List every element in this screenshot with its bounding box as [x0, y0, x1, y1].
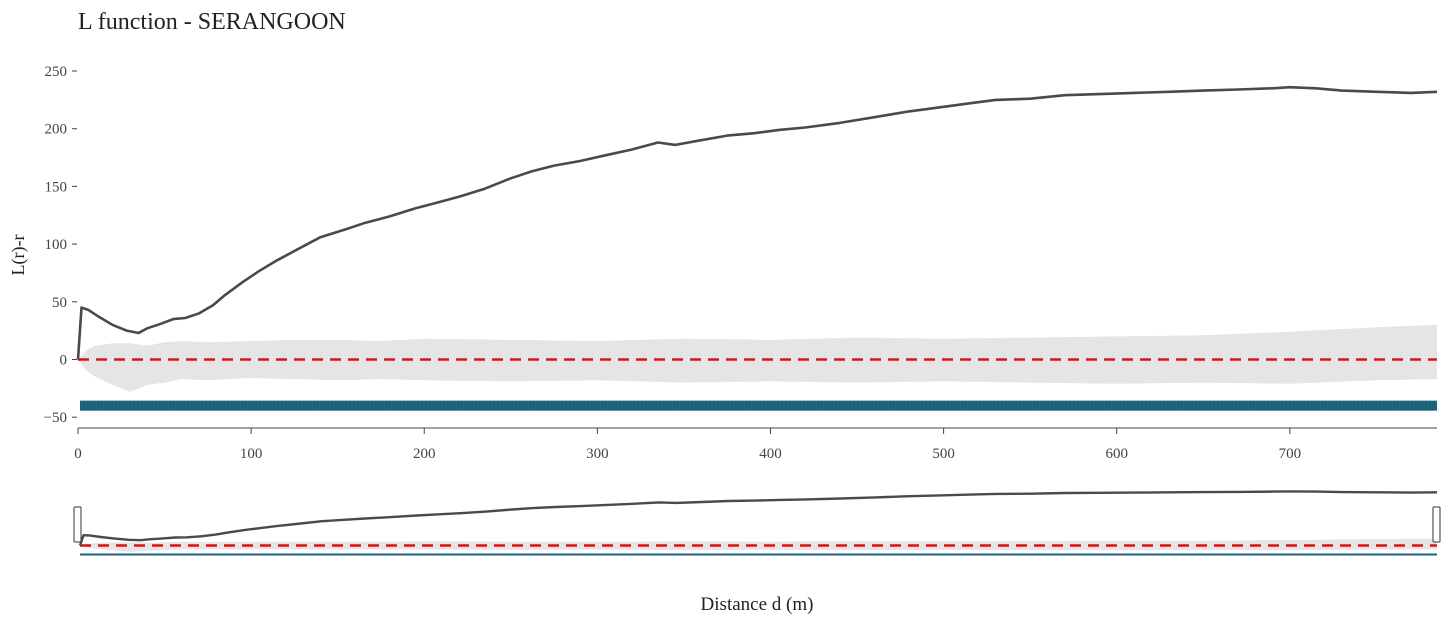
x-tick-label: 700: [1279, 446, 1302, 462]
y-tick-label: 200: [45, 122, 68, 138]
y-tick-label: 50: [52, 295, 67, 311]
x-tick-label: 300: [586, 446, 609, 462]
main-plot-area[interactable]: −50 0 50 100 150 200 250 0 100 200 300 400 500 600 700: [44, 64, 1438, 462]
range-handle-right[interactable]: [1432, 506, 1441, 543]
observed-line: [76, 85, 1438, 360]
range-slider[interactable]: [73, 490, 1441, 556]
y-axis-label: L(r)-r: [8, 235, 29, 276]
x-tick-label: 100: [240, 446, 263, 462]
overview-observed-line: [78, 490, 1438, 546]
x-tick-label: 0: [74, 446, 82, 462]
x-tick-label: 200: [413, 446, 436, 462]
x-tick-label: 600: [1105, 446, 1128, 462]
y-tick-label: 0: [60, 353, 68, 369]
y-tick-label: 100: [45, 237, 68, 253]
marker-band-ticks: [81, 400, 1436, 411]
y-tick-label: 150: [45, 179, 68, 195]
range-handle-left[interactable]: [73, 506, 82, 543]
x-axis-label: Distance d (m): [701, 594, 814, 615]
overview-envelope: [80, 538, 1437, 552]
x-tick-label: 500: [932, 446, 955, 462]
chart-title: L function - SERANGOON: [78, 9, 346, 35]
y-tick-label: −50: [44, 410, 67, 426]
y-tick-label: 250: [45, 64, 68, 80]
envelope-area: [78, 324, 1437, 392]
x-tick-label: 400: [759, 446, 782, 462]
